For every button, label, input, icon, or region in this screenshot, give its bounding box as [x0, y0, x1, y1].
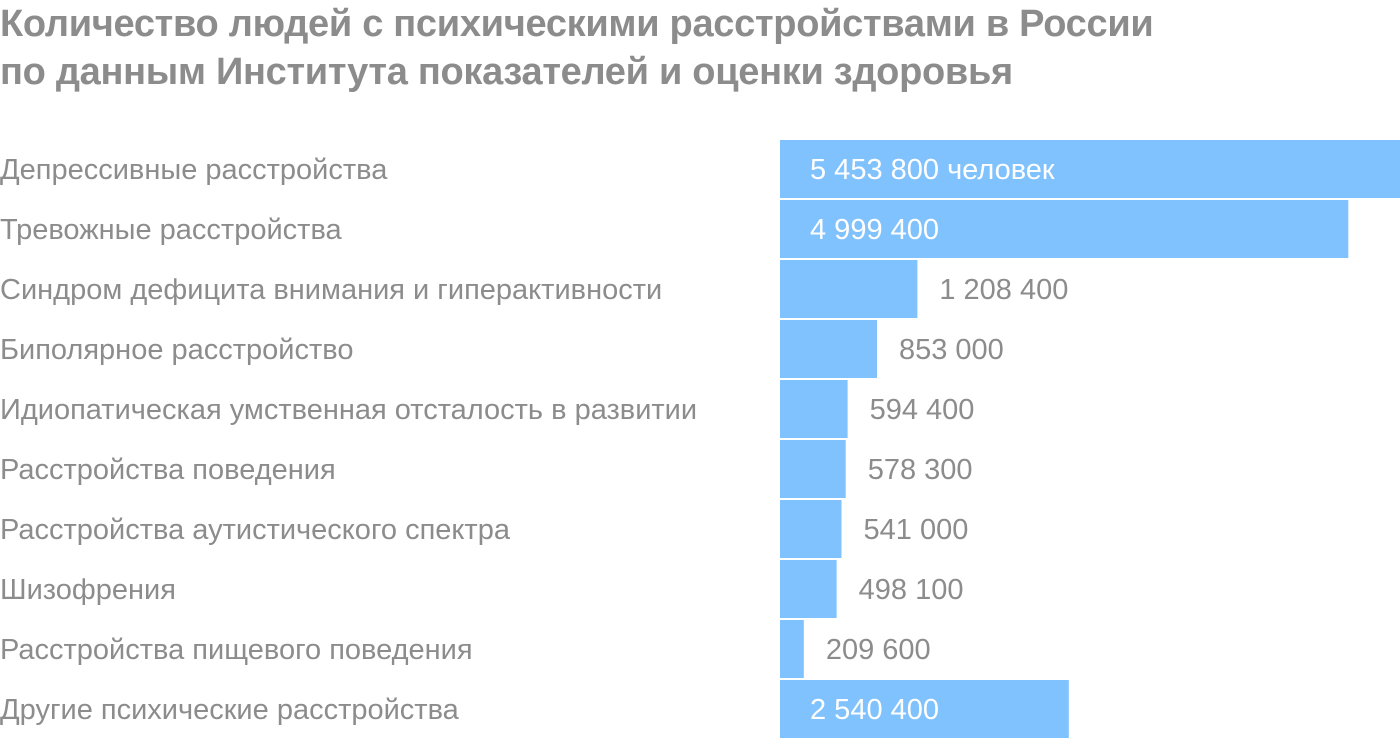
category-label: Биполярное расстройство — [0, 334, 354, 366]
chart-title-line-1: Количество людей с психическими расстрой… — [0, 3, 1154, 45]
bar — [780, 260, 918, 318]
bar — [780, 440, 846, 498]
value-label: 541 000 — [864, 514, 969, 546]
bar — [780, 140, 1400, 198]
value-label: 1 208 400 — [939, 274, 1068, 306]
chart-title-line-2: по данным Института показателей и оценки… — [0, 51, 1013, 93]
bar — [780, 320, 877, 378]
category-label: Расстройства поведения — [0, 454, 336, 486]
value-label: 2 540 400 — [810, 694, 939, 726]
chart-title: Количество людей с психическими расстрой… — [0, 0, 1400, 96]
value-label: 4 999 400 — [810, 214, 939, 246]
category-label: Расстройства пищевого поведения — [0, 634, 473, 666]
bar — [780, 620, 804, 678]
bar — [780, 500, 842, 558]
category-label: Другие психические расстройства — [0, 694, 460, 726]
category-label: Идиопатическая умственная отсталость в р… — [0, 394, 697, 426]
category-label: Депрессивные расстройства — [0, 154, 388, 186]
category-label: Синдром дефицита внимания и гиперактивно… — [0, 274, 662, 306]
value-label: 209 600 — [826, 634, 931, 666]
value-label: 853 000 — [899, 334, 1004, 366]
bar — [780, 200, 1349, 258]
value-label: 5 453 800 человек — [810, 154, 1055, 186]
category-label: Тревожные расстройства — [0, 214, 343, 246]
category-label: Шизофрения — [0, 574, 176, 606]
category-label: Расстройства аутистического спектра — [0, 514, 511, 546]
value-label: 498 100 — [859, 574, 964, 606]
bar — [780, 560, 837, 618]
bar — [780, 380, 848, 438]
bar — [780, 680, 1069, 738]
value-label: 578 300 — [868, 454, 973, 486]
value-label: 594 400 — [870, 394, 975, 426]
